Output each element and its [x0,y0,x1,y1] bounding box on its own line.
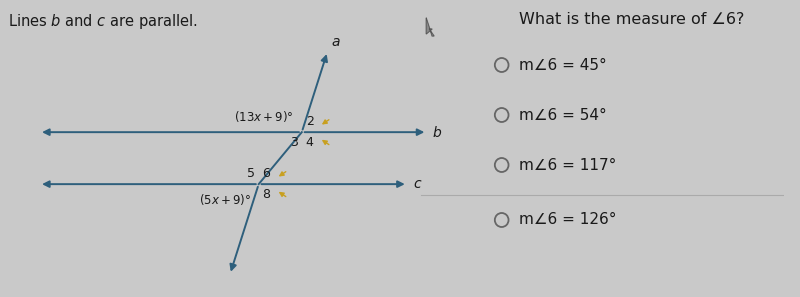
Text: m∠6 = 54°: m∠6 = 54° [519,108,607,122]
Text: $a$: $a$ [331,35,341,49]
Text: m∠6 = 45°: m∠6 = 45° [519,58,607,72]
Text: m∠6 = 126°: m∠6 = 126° [519,212,617,228]
Polygon shape [426,18,434,36]
Text: 4: 4 [306,136,314,149]
Text: What is the measure of ∠6?: What is the measure of ∠6? [519,12,745,27]
Text: 3: 3 [290,136,298,149]
Text: 5: 5 [246,167,254,180]
Text: $c$: $c$ [413,177,422,191]
Text: 8: 8 [262,188,270,201]
Text: 2: 2 [306,115,314,128]
Text: m∠6 = 117°: m∠6 = 117° [519,157,617,173]
Text: Lines $b$ and $c$ are parallel.: Lines $b$ and $c$ are parallel. [8,12,198,31]
Text: $(13x+9)°$: $(13x+9)°$ [234,109,294,124]
Text: $(5x+9)°$: $(5x+9)°$ [198,192,251,207]
Text: 6: 6 [262,167,270,180]
Text: $b$: $b$ [432,125,442,140]
